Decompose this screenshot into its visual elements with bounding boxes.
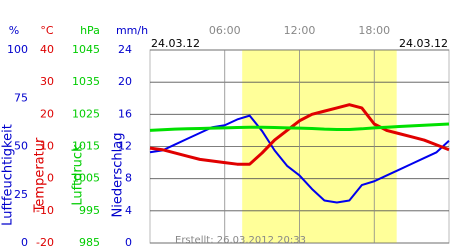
- y-tick-label: 1025: [72, 107, 100, 120]
- y-tick-label: 20: [118, 75, 132, 88]
- y-tick-label: 1035: [72, 75, 100, 88]
- date-right: 24.03.12: [399, 37, 448, 50]
- y-tick-label: 8: [125, 172, 132, 185]
- x-tick-label: 06:00: [209, 24, 241, 37]
- y-tick-label: 30: [40, 75, 54, 88]
- axis-unit: %: [9, 24, 19, 37]
- footer: Erstellt: 26.03.2012 20:33: [175, 235, 306, 246]
- y-tick-label: 985: [79, 236, 100, 249]
- axis-unit: hPa: [80, 24, 100, 37]
- y-tick-label: -10: [36, 204, 54, 217]
- axis-unit: °C: [40, 24, 54, 37]
- axis-title: Temperatur: [33, 137, 48, 213]
- x-tick-label: 12:00: [284, 24, 316, 37]
- y-tick-label: 10: [40, 140, 54, 153]
- series-line: [149, 122, 450, 132]
- y-tick-label: 1045: [72, 43, 100, 56]
- y-tick-label: 24: [118, 43, 132, 56]
- y-tick-label: 75: [14, 91, 28, 104]
- y-tick-label: 16: [118, 107, 132, 120]
- series-line: [149, 103, 450, 166]
- y-tick-label: 1015: [72, 140, 100, 153]
- y-tick-label: 0: [125, 236, 132, 249]
- y-tick-label: 25: [14, 188, 28, 201]
- y-tick-label: 995: [79, 204, 100, 217]
- y-tick-label: 0: [21, 236, 28, 249]
- axis-unit: mm/h: [116, 24, 148, 37]
- y-tick-label: 50: [14, 140, 28, 153]
- y-tick-label: 12: [118, 140, 132, 153]
- y-tick-label: 1005: [72, 172, 100, 185]
- y-tick-label: 4: [125, 204, 132, 217]
- y-tick-label: 20: [40, 107, 54, 120]
- date-left: 24.03.12: [151, 37, 200, 50]
- axis-title: Luftdruck: [71, 144, 86, 206]
- x-tick-label: 18:00: [358, 24, 390, 37]
- y-tick-label: -20: [36, 236, 54, 249]
- y-tick-label: 100: [7, 43, 28, 56]
- y-tick-label: 40: [40, 43, 54, 56]
- axis-title: Luftfeuchtigkeit: [1, 124, 16, 226]
- series-line: [149, 114, 450, 204]
- y-tick-label: 0: [47, 172, 54, 185]
- axis-title: Niederschlag: [111, 133, 126, 218]
